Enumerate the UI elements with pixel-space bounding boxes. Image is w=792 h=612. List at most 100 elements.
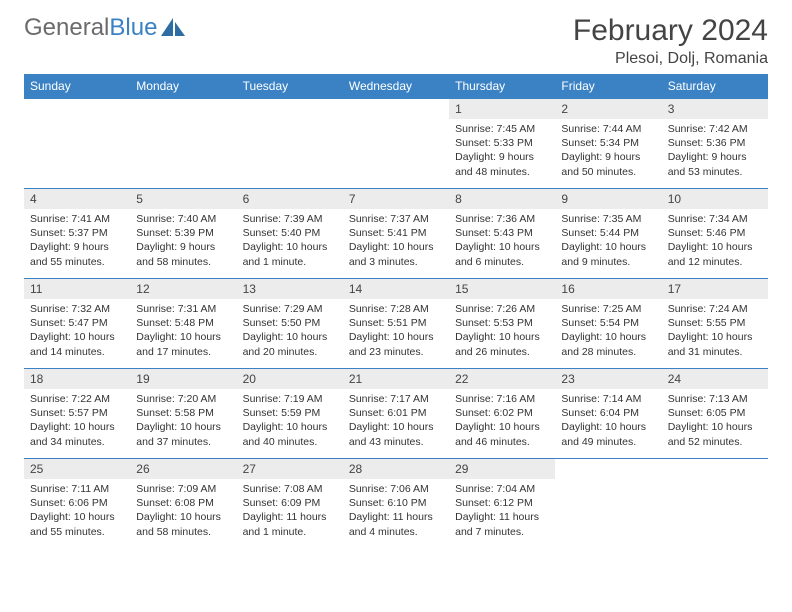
day-number: 25: [24, 459, 130, 479]
sunset-text: Sunset: 5:44 PM: [561, 226, 655, 240]
day-details: Sunrise: 7:41 AMSunset: 5:37 PMDaylight:…: [24, 209, 130, 273]
month-title: February 2024: [573, 14, 768, 48]
day-details: Sunrise: 7:04 AMSunset: 6:12 PMDaylight:…: [449, 479, 555, 543]
sunset-text: Sunset: 5:57 PM: [30, 406, 124, 420]
sunrise-text: Sunrise: 7:24 AM: [668, 302, 762, 316]
day-details: Sunrise: 7:14 AMSunset: 6:04 PMDaylight:…: [555, 389, 661, 453]
calendar-body: 1Sunrise: 7:45 AMSunset: 5:33 PMDaylight…: [24, 99, 768, 549]
calendar-week: 4Sunrise: 7:41 AMSunset: 5:37 PMDaylight…: [24, 189, 768, 279]
sunset-text: Sunset: 5:40 PM: [243, 226, 337, 240]
calendar-table: Sunday Monday Tuesday Wednesday Thursday…: [24, 74, 768, 549]
day-details: Sunrise: 7:25 AMSunset: 5:54 PMDaylight:…: [555, 299, 661, 363]
day-number: 16: [555, 279, 661, 299]
calendar-week: 25 Sunrise: 7:11 AMSunset: 6:06 PM Dayligh…: [24, 459, 768, 549]
col-saturday: Saturday: [662, 74, 768, 99]
day-details: Sunrise: 7:26 AMSunset: 5:53 PMDaylight:…: [449, 299, 555, 363]
logo-text-blue: Blue: [109, 14, 157, 42]
day-number: 20: [237, 369, 343, 389]
sunrise-text: Sunrise: 7:41 AM: [30, 212, 124, 226]
day-number: 10: [662, 189, 768, 209]
calendar-header-row: Sunday Monday Tuesday Wednesday Thursday…: [24, 74, 768, 99]
day-number: 1: [449, 99, 555, 119]
calendar-cell: 1Sunrise: 7:45 AMSunset: 5:33 PMDaylight…: [449, 99, 555, 189]
sunrise-text: Sunrise: 7:14 AM: [561, 392, 655, 406]
logo-sail-icon: [161, 18, 187, 38]
daylight-text: Daylight: 10 hours and 43 minutes.: [349, 420, 443, 448]
daylight-text: Daylight: 10 hours and 1 minute.: [243, 240, 337, 268]
day-details: Sunrise: 7:13 AMSunset: 6:05 PMDaylight:…: [662, 389, 768, 453]
daylight-text: Daylight: 10 hours and 49 minutes.: [561, 420, 655, 448]
day-number: 23: [555, 369, 661, 389]
day-number: 24: [662, 369, 768, 389]
sunrise-text: Sunrise: 7:20 AM: [136, 392, 230, 406]
sunset-text: Sunset: 5:58 PM: [136, 406, 230, 420]
sunrise-text: Sunrise: 7:04 AM: [455, 482, 549, 496]
day-number: [555, 459, 661, 465]
calendar-cell: 17Sunrise: 7:24 AMSunset: 5:55 PMDayligh…: [662, 279, 768, 369]
sunrise-text: Sunrise: 7:36 AM: [455, 212, 549, 226]
sunset-text: Sunset: 5:36 PM: [668, 136, 762, 150]
day-details: Sunrise: 7:40 AMSunset: 5:39 PMDaylight:…: [130, 209, 236, 273]
day-number: 15: [449, 279, 555, 299]
daylight-text: Daylight: 11 hours and 7 minutes.: [455, 510, 549, 538]
calendar-week: 1Sunrise: 7:45 AMSunset: 5:33 PMDaylight…: [24, 99, 768, 189]
day-details: Sunrise: 7:08 AMSunset: 6:09 PMDaylight:…: [237, 479, 343, 543]
calendar-cell: 13Sunrise: 7:29 AMSunset: 5:50 PMDayligh…: [237, 279, 343, 369]
sunset-text: Sunset: 5:54 PM: [561, 316, 655, 330]
day-number: 4: [24, 189, 130, 209]
calendar-cell: 23Sunrise: 7:14 AMSunset: 6:04 PMDayligh…: [555, 369, 661, 459]
sunset-text: Sunset: 6:12 PM: [455, 496, 549, 510]
sunrise-text: Sunrise: 7:06 AM: [349, 482, 443, 496]
daylight-text: Daylight: 10 hours and 26 minutes.: [455, 330, 549, 358]
day-details: Sunrise: 7:17 AMSunset: 6:01 PMDaylight:…: [343, 389, 449, 453]
logo-text-gray: General: [24, 14, 109, 42]
day-number: 6: [237, 189, 343, 209]
day-number: [237, 99, 343, 105]
daylight-text: Daylight: 10 hours and 28 minutes.: [561, 330, 655, 358]
calendar-cell: 6Sunrise: 7:39 AMSunset: 5:40 PMDaylight…: [237, 189, 343, 279]
sunrise-text: Sunrise: 7:34 AM: [668, 212, 762, 226]
day-details: Sunrise: 7:31 AMSunset: 5:48 PMDaylight:…: [130, 299, 236, 363]
day-number: 18: [24, 369, 130, 389]
sunrise-text: Sunrise: 7:11 AM: [30, 482, 124, 496]
calendar-cell: 29Sunrise: 7:04 AMSunset: 6:12 PMDayligh…: [449, 459, 555, 549]
calendar-cell: 28Sunrise: 7:06 AMSunset: 6:10 PMDayligh…: [343, 459, 449, 549]
sunrise-text: Sunrise: 7:25 AM: [561, 302, 655, 316]
sunset-text: Sunset: 6:09 PM: [243, 496, 337, 510]
day-number: [130, 99, 236, 105]
sunset-text: Sunset: 6:04 PM: [561, 406, 655, 420]
day-number: 13: [237, 279, 343, 299]
calendar-week: 11Sunrise: 7:32 AMSunset: 5:47 PMDayligh…: [24, 279, 768, 369]
col-friday: Friday: [555, 74, 661, 99]
sunrise-text: Sunrise: 7:08 AM: [243, 482, 337, 496]
sunrise-text: Sunrise: 7:32 AM: [30, 302, 124, 316]
day-number: 8: [449, 189, 555, 209]
daylight-text: Daylight: 11 hours and 4 minutes.: [349, 510, 443, 538]
day-number: 29: [449, 459, 555, 479]
logo: GeneralBlue: [24, 14, 187, 42]
day-number: 21: [343, 369, 449, 389]
sunset-text: Sunset: 6:06 PM: [30, 496, 124, 510]
day-details: Sunrise: 7:35 AMSunset: 5:44 PMDaylight:…: [555, 209, 661, 273]
day-number: 28: [343, 459, 449, 479]
sunrise-text: Sunrise: 7:35 AM: [561, 212, 655, 226]
day-number: 27: [237, 459, 343, 479]
calendar-cell: 5Sunrise: 7:40 AMSunset: 5:39 PMDaylight…: [130, 189, 236, 279]
day-details: Sunrise: 7:44 AMSunset: 5:34 PMDaylight:…: [555, 119, 661, 183]
sunset-text: Sunset: 5:37 PM: [30, 226, 124, 240]
calendar-cell: [24, 99, 130, 189]
day-details: Sunrise: 7:42 AMSunset: 5:36 PMDaylight:…: [662, 119, 768, 183]
daylight-text: Daylight: 10 hours and 20 minutes.: [243, 330, 337, 358]
sunset-text: Sunset: 5:50 PM: [243, 316, 337, 330]
day-details: Sunrise: 7:20 AMSunset: 5:58 PMDaylight:…: [130, 389, 236, 453]
day-number: 26: [130, 459, 236, 479]
calendar-cell: 20Sunrise: 7:19 AMSunset: 5:59 PMDayligh…: [237, 369, 343, 459]
daylight-text: Daylight: 10 hours and 37 minutes.: [136, 420, 230, 448]
day-details: Sunrise: 7:22 AMSunset: 5:57 PMDaylight:…: [24, 389, 130, 453]
sunrise-text: Sunrise: 7:42 AM: [668, 122, 762, 136]
day-details: Sunrise: 7:36 AMSunset: 5:43 PMDaylight:…: [449, 209, 555, 273]
col-monday: Monday: [130, 74, 236, 99]
sunrise-text: Sunrise: 7:40 AM: [136, 212, 230, 226]
sunrise-text: Sunrise: 7:26 AM: [455, 302, 549, 316]
day-number: 9: [555, 189, 661, 209]
